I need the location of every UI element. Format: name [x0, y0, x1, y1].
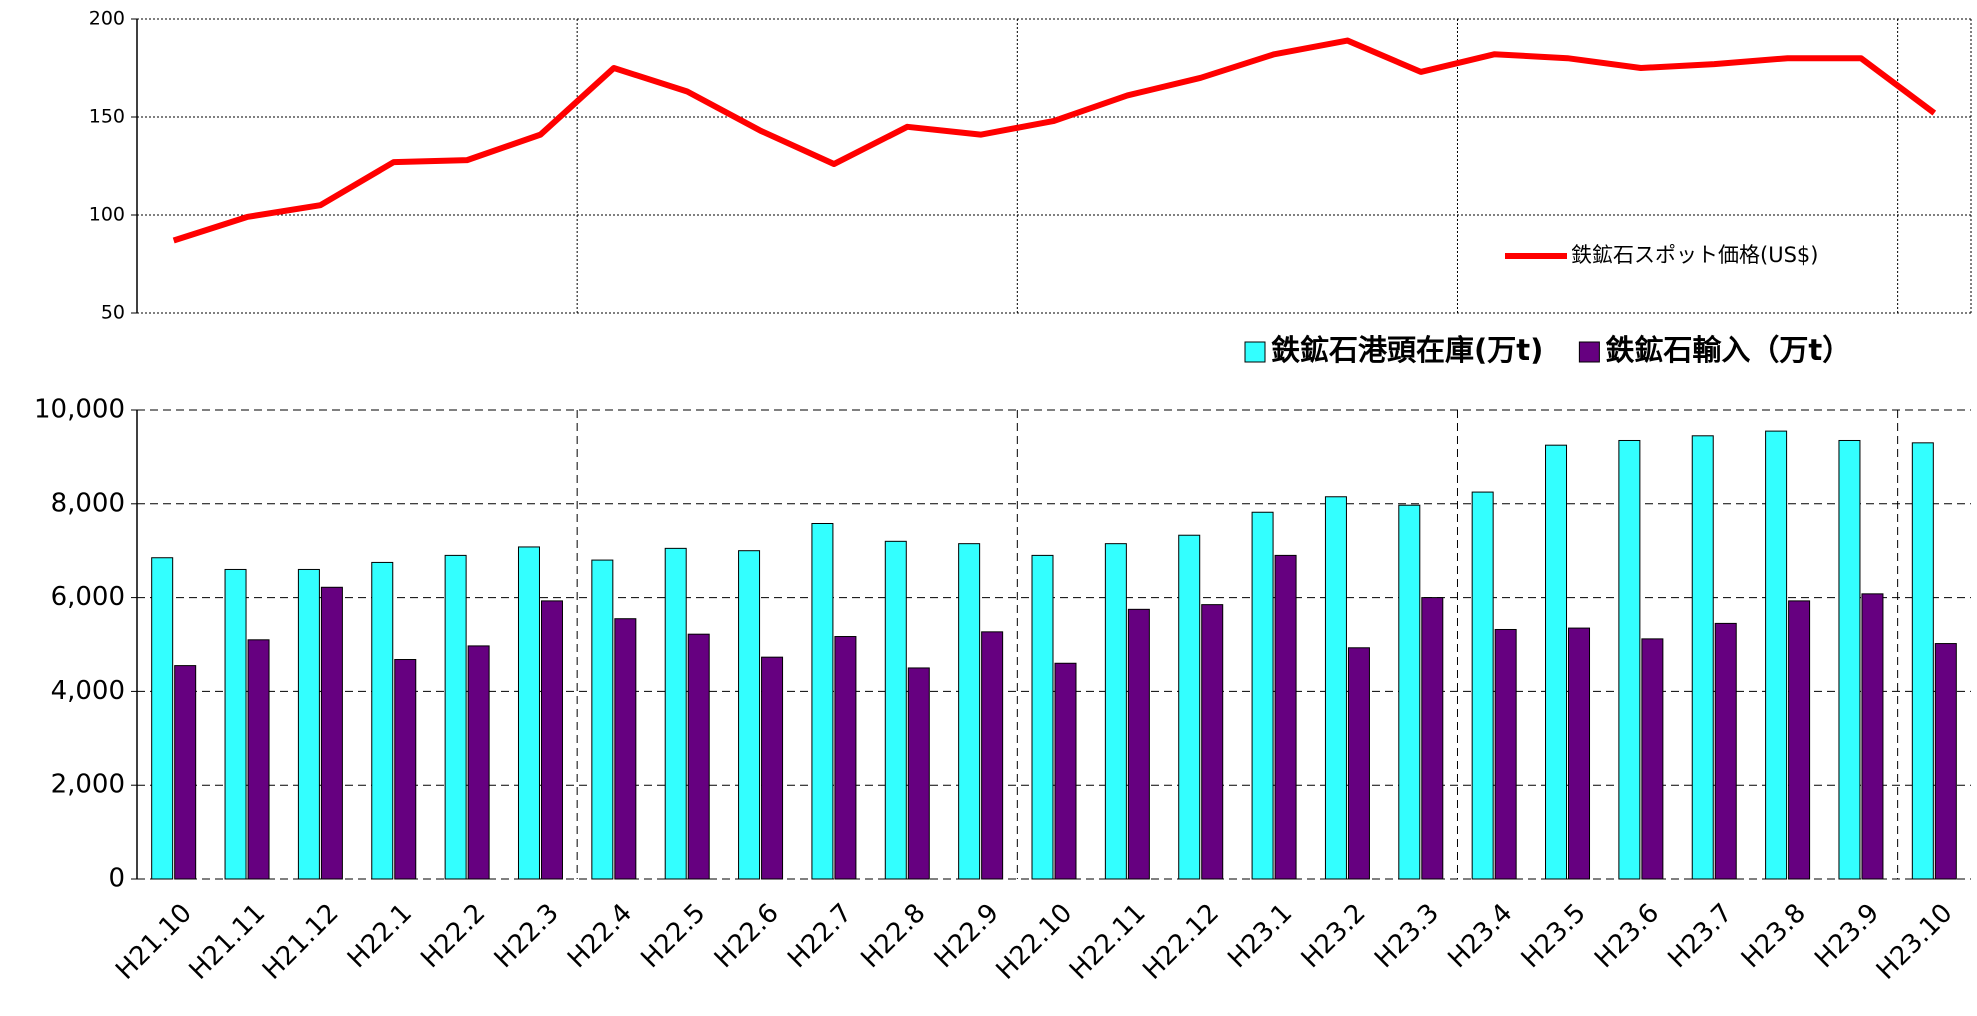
bar [811, 522, 834, 880]
bar [1054, 662, 1077, 880]
bar [1104, 543, 1127, 880]
bar [834, 636, 857, 880]
bar [1471, 491, 1494, 880]
x-tick-label: H22.2 [415, 898, 491, 974]
x-tick-label: H23.5 [1516, 898, 1592, 974]
legend-label: 鉄鉱石港頭在庫(万t) [1271, 333, 1543, 367]
x-tick-label: H21.10 [110, 898, 198, 986]
bar [1398, 504, 1421, 880]
y-tick-label: 4,000 [51, 676, 125, 706]
y-tick-label: 2,000 [51, 770, 125, 800]
x-tick-label: H22.1 [342, 898, 418, 974]
bar [444, 554, 467, 880]
x-tick-label: H22.11 [1064, 898, 1152, 986]
legend-swatch [1578, 341, 1600, 363]
x-tick-label: H22.3 [489, 898, 565, 974]
bar [1127, 608, 1150, 880]
x-tick-label: H21.12 [257, 898, 345, 986]
x-tick-label: H22.5 [635, 898, 711, 974]
bar [1545, 444, 1568, 880]
legend-swatch [1244, 341, 1266, 363]
y-tick-label: 0 [108, 864, 125, 894]
x-tick-label: H22.8 [856, 898, 932, 974]
bar [591, 559, 614, 880]
bar [1788, 600, 1811, 880]
x-tick-label: H23.1 [1222, 898, 1298, 974]
y-tick-label: 6,000 [51, 582, 125, 612]
bar [1324, 496, 1347, 880]
x-tick-label: H23.8 [1736, 898, 1812, 974]
x-tick-label: H23.2 [1296, 898, 1372, 974]
bar [1934, 643, 1957, 880]
bar [467, 645, 490, 880]
x-tick-label: H22.10 [991, 898, 1079, 986]
x-tick-label: H23.10 [1871, 898, 1959, 986]
bar [1838, 439, 1861, 880]
bar [614, 618, 637, 880]
bar [664, 547, 687, 880]
legend-label: 鉄鉱石輸入（万t） [1605, 333, 1851, 367]
price-line [172, 37, 1937, 244]
y-tick-label: 10,000 [34, 395, 125, 425]
bar [320, 586, 343, 880]
bar [1861, 593, 1884, 880]
bar [1347, 647, 1370, 880]
bar [1714, 622, 1737, 880]
bar [1251, 511, 1274, 880]
bar [1178, 534, 1201, 880]
bar [540, 600, 563, 880]
y-tick-label: 100 [89, 204, 125, 226]
bar [1201, 604, 1224, 880]
x-tick-label: H23.6 [1589, 898, 1665, 974]
bar [174, 665, 197, 880]
bar [371, 561, 394, 880]
y-tick-label: 150 [89, 106, 125, 128]
bar [761, 656, 784, 880]
bar [958, 543, 981, 880]
bar [517, 546, 540, 880]
y-tick-label: 8,000 [51, 488, 125, 518]
x-tick-label: H22.4 [562, 898, 638, 974]
bar [687, 633, 710, 880]
bar [884, 540, 907, 880]
x-tick-label: H22.6 [709, 898, 785, 974]
bar [981, 631, 1004, 880]
bar [1494, 628, 1517, 880]
bar [907, 667, 930, 880]
x-tick-label: H23.7 [1663, 898, 1739, 974]
bar [1765, 430, 1788, 880]
bar [1274, 554, 1297, 880]
x-tick-label: H22.12 [1137, 898, 1225, 986]
x-tick-label: H21.11 [184, 898, 272, 986]
bar [224, 568, 247, 880]
bar [1421, 597, 1444, 880]
bar [738, 550, 761, 880]
bar [1568, 627, 1591, 880]
bar [1618, 439, 1641, 880]
x-tick-label: H23.4 [1442, 898, 1518, 974]
bar [297, 568, 320, 880]
bar [1031, 554, 1054, 880]
y-tick-label: 50 [101, 302, 125, 324]
legend-label: 鉄鉱石スポット価格(US$) [1571, 243, 1818, 267]
x-tick-label: H23.3 [1369, 898, 1445, 974]
bar [394, 659, 417, 880]
y-tick-label: 200 [89, 8, 125, 30]
bar [151, 557, 174, 880]
bar [1691, 435, 1714, 880]
bar [1641, 638, 1664, 880]
bar [1911, 442, 1934, 880]
x-tick-label: H22.7 [782, 898, 858, 974]
bar [247, 639, 270, 880]
